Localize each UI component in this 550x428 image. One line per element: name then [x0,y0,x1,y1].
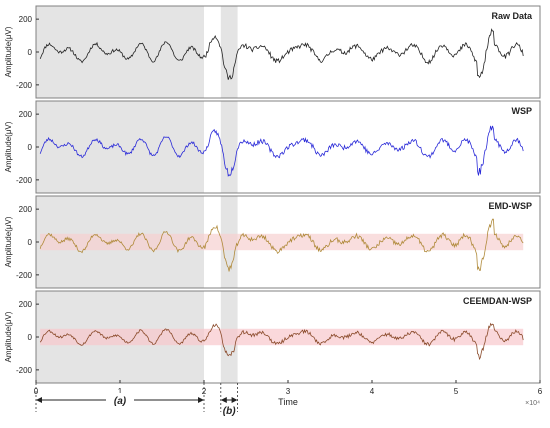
y-tick-label: 200 [19,205,33,214]
noise-band [40,233,524,251]
y-axis-label: Amplitude(μV) [4,26,13,77]
panel-title: Raw Data [491,11,533,21]
region-label-b: (b) [223,406,236,417]
panel-title: CEEMDAN-WSP [463,296,532,306]
x-axis-label: Time [278,397,298,407]
signal-trace-3 [39,322,524,361]
x-tick-label: 5 [454,387,459,396]
y-axis-label: Amplitude(μV) [4,121,13,172]
y-tick-label: 200 [19,15,33,24]
x-tick-label: 4 [370,387,375,396]
y-tick-label: 200 [19,300,33,309]
panel-title: WSP [511,106,532,116]
noise-band [40,328,524,346]
x-axis-exponent: ×10⁴ [525,400,540,407]
y-tick-label: -200 [16,366,33,375]
y-tick-label: -200 [16,271,33,280]
shaded-region-b [220,101,238,193]
y-tick-label: -200 [16,176,33,185]
y-axis-label: Amplitude(μV) [4,216,13,267]
y-tick-label: 0 [28,238,33,247]
signal-trace-0 [39,28,524,80]
x-tick-label: 1 [118,387,123,396]
signal-trace-1 [39,125,524,177]
y-tick-label: 0 [28,333,33,342]
signal-trace-2 [39,218,524,272]
region-label-a: (a) [114,396,127,407]
panel-title: EMD-WSP [489,201,533,211]
x-tick-label: 6 [538,387,543,396]
y-tick-label: 0 [28,143,33,152]
y-tick-label: 200 [19,110,33,119]
region-label-bg [106,393,134,407]
y-tick-label: 0 [28,48,33,57]
shaded-region-b [220,6,238,98]
y-axis-label: Amplitude(μV) [4,311,13,362]
y-tick-label: -200 [16,81,33,90]
x-tick-label: 3 [286,387,291,396]
